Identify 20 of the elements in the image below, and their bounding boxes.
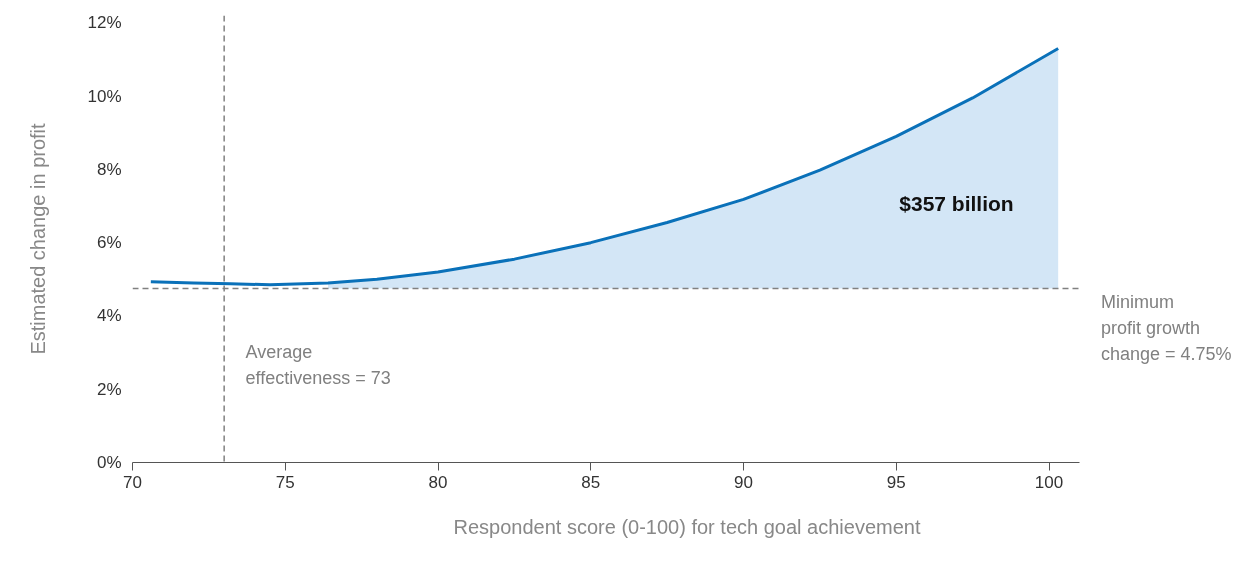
- x-tick-label: 85: [581, 472, 601, 492]
- x-tick-label: 100: [1034, 472, 1064, 492]
- x-tick-label: 75: [275, 472, 295, 492]
- y-axis-title: Estimated change in profit: [27, 122, 50, 355]
- y-tick-label: 10%: [87, 86, 122, 106]
- x-axis-title: Respondent score (0-100) for tech goal achievement: [453, 515, 921, 538]
- y-tick-label: 12%: [87, 13, 122, 33]
- y-tick-label: 2%: [96, 379, 122, 399]
- ref-line-label: Average effectiveness = 73: [245, 341, 391, 388]
- x-tick-label: 95: [886, 472, 906, 492]
- ref-line-label: Minimum profit growth change = 4.75%: [1100, 292, 1232, 365]
- x-tick-label: 70: [123, 472, 142, 492]
- y-tick-label: 8%: [96, 159, 122, 179]
- x-tick-label: 80: [428, 472, 448, 492]
- annotation: $357 billion: [899, 191, 1014, 215]
- y-tick-label: 4%: [96, 306, 122, 326]
- y-tick-label: 6%: [96, 233, 122, 253]
- x-tick-label: 90: [734, 472, 753, 492]
- y-tick-label: 0%: [96, 453, 122, 472]
- line-series: [149, 46, 1060, 287]
